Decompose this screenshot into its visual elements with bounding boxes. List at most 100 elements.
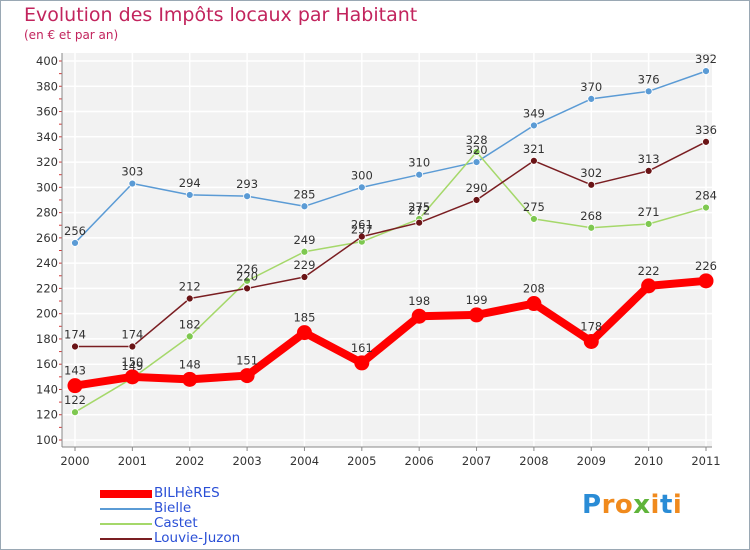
data-point [526, 296, 542, 312]
y-tick-label: 360 [36, 105, 58, 119]
data-label: 320 [466, 143, 488, 157]
y-tick-label: 220 [36, 281, 58, 295]
x-tick-label: 2005 [347, 454, 376, 468]
logo-letter: x [633, 490, 651, 520]
data-point [415, 170, 424, 179]
data-label: 257 [351, 223, 373, 237]
data-label: 303 [121, 165, 143, 179]
y-tick-label: 300 [36, 180, 58, 194]
data-label: 174 [64, 328, 86, 342]
data-label: 199 [466, 293, 488, 307]
data-label: 328 [466, 133, 488, 147]
legend-swatch [100, 489, 152, 498]
y-tick-label: 280 [36, 206, 58, 220]
data-point [411, 308, 427, 324]
data-label: 182 [179, 317, 201, 331]
y-tick-label: 240 [36, 256, 58, 270]
data-point [300, 273, 309, 281]
data-label: 272 [408, 204, 430, 218]
x-tick-label: 2006 [405, 454, 434, 468]
data-label: 321 [523, 142, 545, 156]
data-label: 275 [408, 200, 430, 214]
x-tick-label: 2011 [691, 454, 720, 468]
data-point [644, 220, 653, 228]
data-point [472, 158, 481, 166]
data-label: 313 [638, 152, 660, 166]
data-point [243, 192, 251, 201]
data-label: 226 [236, 262, 258, 276]
data-label: 174 [121, 328, 143, 342]
data-label: 122 [64, 393, 86, 407]
data-point [354, 355, 370, 371]
data-label: 290 [466, 181, 488, 195]
data-point [472, 196, 481, 204]
data-label: 143 [64, 364, 86, 378]
legend-label: Louvie-Juzon [154, 530, 241, 546]
data-point [71, 342, 79, 351]
data-point [587, 95, 596, 103]
data-label: 226 [695, 259, 717, 273]
x-tick-label: 2002 [175, 454, 204, 468]
data-label: 208 [523, 282, 545, 296]
data-label: 212 [179, 280, 201, 294]
data-label: 271 [638, 205, 660, 219]
data-point [185, 191, 194, 199]
x-tick-label: 2004 [290, 454, 319, 468]
data-point [644, 87, 653, 96]
data-label: 151 [236, 354, 258, 368]
data-label: 275 [523, 200, 545, 214]
data-point [530, 215, 538, 223]
data-label: 256 [64, 224, 86, 238]
legend-label: Bielle [154, 500, 192, 516]
data-point [128, 342, 137, 351]
logo-letter: r [601, 490, 615, 520]
y-tick-label: 380 [36, 79, 58, 93]
data-point [67, 378, 83, 394]
data-point [702, 67, 710, 76]
data-label: 178 [580, 319, 602, 333]
data-label: 294 [179, 176, 201, 190]
data-point [243, 276, 251, 285]
chart-subtitle: (en € et par an) [24, 28, 119, 42]
data-point [300, 202, 309, 211]
x-tick-label: 2001 [118, 454, 147, 468]
y-tick-label: 160 [36, 357, 58, 371]
data-point [587, 180, 596, 189]
data-label: 222 [638, 264, 660, 278]
legend-label: BILHèRES [154, 485, 220, 501]
data-label: 284 [695, 189, 717, 203]
y-tick-label: 140 [36, 382, 58, 396]
data-point [124, 369, 140, 385]
y-tick-label: 120 [36, 408, 58, 422]
data-label: 376 [638, 72, 660, 86]
data-label: 229 [293, 258, 315, 272]
data-point [587, 223, 596, 232]
data-point [530, 156, 538, 165]
data-label: 148 [179, 357, 201, 371]
data-label: 300 [351, 168, 373, 182]
logo-letter: i [650, 490, 660, 520]
data-label: 302 [580, 166, 602, 180]
data-label: 268 [580, 209, 602, 223]
data-point [243, 284, 251, 293]
logo-letter: i [672, 490, 683, 520]
x-tick-label: 2010 [634, 454, 663, 468]
data-point [644, 167, 653, 175]
logo-letter: o [614, 490, 634, 520]
legend-swatch [100, 522, 152, 525]
series-line [74, 276, 707, 390]
data-point [296, 325, 312, 341]
data-point [702, 203, 710, 212]
y-tick-label: 260 [36, 231, 58, 245]
data-point [182, 371, 198, 387]
data-point [128, 179, 137, 188]
data-point [357, 183, 366, 192]
series-line [74, 70, 707, 244]
y-tick-label: 320 [36, 155, 58, 169]
data-label: 261 [351, 218, 373, 232]
data-point [641, 278, 657, 294]
data-label: 149 [121, 359, 143, 373]
x-tick-label: 2007 [462, 454, 491, 468]
logo-letter: t [659, 490, 673, 520]
